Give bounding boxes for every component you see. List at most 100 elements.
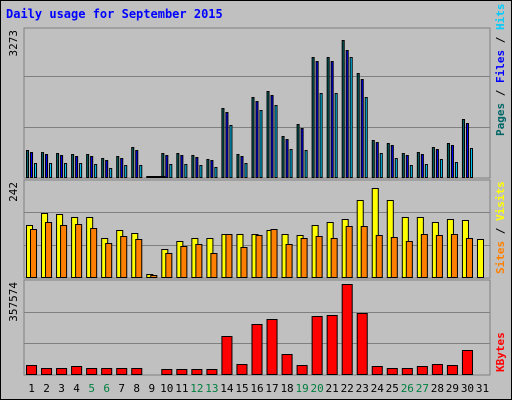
bar-hits-day-10 <box>169 164 173 178</box>
bar-files-day-13 <box>210 160 214 178</box>
x-tick-label-2: 2 <box>43 382 50 395</box>
legend-files: Files <box>494 50 507 83</box>
bar-files-day-24 <box>375 142 379 178</box>
bar-kbytes-day-5 <box>86 368 98 375</box>
bar-hits-day-18 <box>289 149 293 178</box>
bar-kbytes-day-30 <box>461 350 473 375</box>
chart-title: Daily usage for September 2015 <box>6 7 223 21</box>
x-tick-label-15: 15 <box>235 382 248 395</box>
bar-sites-day-27 <box>420 234 428 278</box>
bar-kbytes-day-27 <box>416 366 428 375</box>
bar-pages-day-3 <box>56 153 60 178</box>
bar-kbytes-day-25 <box>386 368 398 375</box>
x-tick-label-28: 28 <box>431 382 444 395</box>
legend-kbytes: KBytes <box>494 332 507 372</box>
bar-pages-day-20 <box>311 57 315 178</box>
bar-pages-day-23 <box>356 73 360 178</box>
bar-pages-day-8 <box>131 147 135 178</box>
bar-pages-day-4 <box>71 154 75 178</box>
bar-files-day-16 <box>255 101 259 178</box>
bar-files-day-14 <box>225 112 229 178</box>
bar-hits-day-3 <box>64 163 68 178</box>
bar-kbytes-day-1 <box>26 365 38 375</box>
bar-hits-day-19 <box>304 150 308 178</box>
bar-sites-day-4 <box>75 224 83 278</box>
bar-sites-day-5 <box>90 228 98 278</box>
x-tick-label-19: 19 <box>295 382 308 395</box>
bar-sites-day-19 <box>300 238 308 278</box>
x-tick-label-4: 4 <box>73 382 80 395</box>
bar-pages-day-11 <box>176 153 180 178</box>
x-tick-label-11: 11 <box>175 382 188 395</box>
bar-kbytes-day-29 <box>446 365 458 375</box>
bar-pages-day-16 <box>251 97 255 178</box>
bar-hits-day-4 <box>79 163 83 178</box>
bar-sites-day-2 <box>45 222 53 278</box>
bar-pages-day-10 <box>161 153 165 178</box>
bar-kbytes-day-21 <box>326 315 338 375</box>
bar-hits-day-29 <box>454 162 458 178</box>
bar-files-day-8 <box>135 150 139 178</box>
legend-separator: / <box>494 30 507 50</box>
bar-sites-day-23 <box>360 226 368 278</box>
bar-kbytes-day-8 <box>131 368 143 375</box>
bar-files-day-10 <box>165 155 169 178</box>
bar-pages-day-13 <box>206 159 210 178</box>
bar-pages-day-28 <box>431 147 435 178</box>
bar-pages-day-24 <box>371 140 375 178</box>
bar-files-day-29 <box>450 145 454 178</box>
bar-sites-day-17 <box>270 229 278 278</box>
x-tick-label-1: 1 <box>28 382 35 395</box>
bar-pages-day-22 <box>341 40 345 178</box>
bar-sites-day-3 <box>60 225 68 278</box>
bar-kbytes-day-3 <box>56 368 68 375</box>
x-tick-label-18: 18 <box>280 382 293 395</box>
bar-pages-day-15 <box>236 154 240 178</box>
legend-sites: Sites <box>494 241 507 274</box>
x-tick-label-27: 27 <box>416 382 429 395</box>
bar-files-day-28 <box>435 149 439 178</box>
bar-sites-day-1 <box>30 229 38 278</box>
x-tick-label-14: 14 <box>220 382 234 395</box>
x-tick-label-13: 13 <box>205 382 218 395</box>
bar-hits-day-5 <box>94 164 98 178</box>
bar-kbytes-day-20 <box>311 316 323 375</box>
bar-sites-day-12 <box>195 244 203 278</box>
bar-pages-day-19 <box>296 124 300 178</box>
bar-sites-day-16 <box>255 235 263 278</box>
bar-sites-day-20 <box>315 236 323 278</box>
bar-files-day-22 <box>345 50 349 178</box>
panel-2-ymax-label: 242 <box>7 182 20 202</box>
x-tick-label-30: 30 <box>461 382 474 395</box>
bar-pages-day-25 <box>386 143 390 178</box>
bar-kbytes-day-10 <box>161 369 173 375</box>
bar-kbytes-day-7 <box>116 368 128 375</box>
x-tick-label-12: 12 <box>190 382 203 395</box>
bar-pages-day-14 <box>221 108 225 178</box>
x-tick-label-25: 25 <box>386 382 399 395</box>
x-tick-label-29: 29 <box>446 382 459 395</box>
x-tick-label-7: 7 <box>118 382 125 395</box>
bar-kbytes-day-2 <box>41 368 53 375</box>
bar-pages-day-2 <box>41 152 45 178</box>
bar-pages-day-26 <box>401 153 405 178</box>
x-tick-label-31: 31 <box>476 382 489 395</box>
bar-pages-day-6 <box>101 158 105 178</box>
bar-kbytes-day-17 <box>266 319 278 375</box>
bar-sites-day-24 <box>375 235 383 278</box>
bar-sites-day-11 <box>180 246 188 278</box>
x-tick-label-10: 10 <box>160 382 173 395</box>
x-tick-label-3: 3 <box>58 382 65 395</box>
bar-sites-day-15 <box>240 247 248 278</box>
bar-hits-day-15 <box>244 163 248 178</box>
bar-hits-day-23 <box>364 97 368 178</box>
bar-kbytes-day-16 <box>251 324 263 375</box>
bar-kbytes-day-28 <box>431 364 443 375</box>
x-tick-label-5: 5 <box>88 382 95 395</box>
bar-pages-day-12 <box>191 155 195 178</box>
bar-hits-day-27 <box>424 164 428 178</box>
bar-hits-day-13 <box>214 167 218 178</box>
x-tick-label-16: 16 <box>250 382 263 395</box>
bar-kbytes-day-18 <box>281 354 293 375</box>
